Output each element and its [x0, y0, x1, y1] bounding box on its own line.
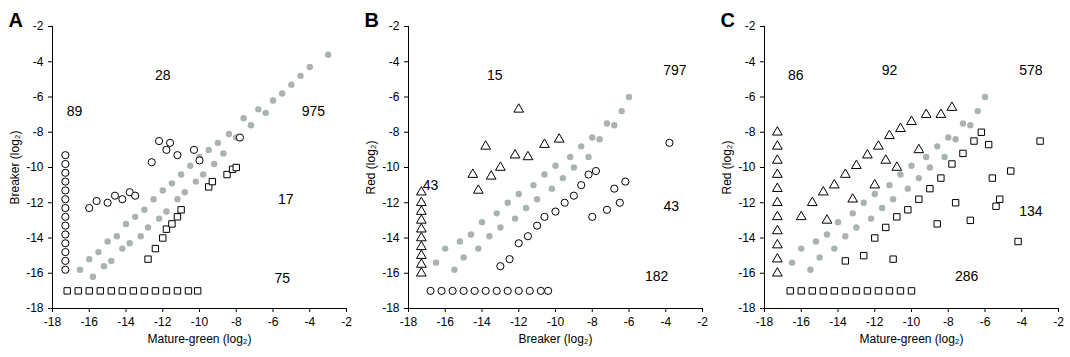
svg-text:-8: -8 — [587, 315, 598, 329]
svg-text:-14: -14 — [382, 231, 400, 245]
svg-text:17: 17 — [278, 191, 294, 207]
svg-text:15: 15 — [487, 67, 503, 83]
svg-text:-12: -12 — [154, 315, 172, 329]
svg-text:-2: -2 — [33, 19, 44, 33]
svg-text:-4: -4 — [33, 55, 44, 69]
svg-text:-16: -16 — [81, 315, 99, 329]
svg-text:-10: -10 — [547, 315, 565, 329]
svg-text:-16: -16 — [793, 315, 811, 329]
svg-text:-6: -6 — [268, 315, 279, 329]
svg-text:-16: -16 — [437, 315, 455, 329]
svg-text:-4: -4 — [660, 315, 671, 329]
svg-text:-16: -16 — [382, 266, 400, 280]
svg-text:92: 92 — [882, 62, 898, 78]
svg-text:-14: -14 — [473, 315, 491, 329]
svg-text:-14: -14 — [738, 231, 756, 245]
svg-text:43: 43 — [423, 177, 439, 193]
svg-text:-8: -8 — [745, 125, 756, 139]
svg-text:-12: -12 — [738, 196, 756, 210]
svg-text:-2: -2 — [1053, 315, 1064, 329]
svg-text:Red (log₂): Red (log₂) — [364, 140, 378, 194]
svg-text:-12: -12 — [866, 315, 884, 329]
svg-text:-2: -2 — [745, 19, 756, 33]
svg-text:-6: -6 — [624, 315, 635, 329]
svg-text:43: 43 — [663, 198, 679, 214]
svg-text:28: 28 — [155, 67, 171, 83]
svg-text:-18: -18 — [44, 315, 62, 329]
svg-text:-8: -8 — [231, 315, 242, 329]
svg-text:578: 578 — [1019, 62, 1043, 78]
svg-text:-16: -16 — [738, 266, 756, 280]
svg-text:C: C — [721, 9, 735, 31]
svg-text:-4: -4 — [304, 315, 315, 329]
svg-text:86: 86 — [788, 67, 804, 83]
svg-text:75: 75 — [274, 270, 290, 286]
svg-text:-6: -6 — [745, 90, 756, 104]
svg-text:-10: -10 — [903, 315, 921, 329]
svg-text:-8: -8 — [943, 315, 954, 329]
svg-text:-10: -10 — [382, 160, 400, 174]
svg-text:-12: -12 — [510, 315, 528, 329]
svg-text:B: B — [365, 9, 379, 31]
svg-text:-4: -4 — [389, 55, 400, 69]
svg-text:Mature-green (log₂): Mature-green (log₂) — [147, 332, 251, 346]
svg-text:-8: -8 — [389, 125, 400, 139]
svg-text:-16: -16 — [26, 266, 44, 280]
svg-text:-18: -18 — [26, 301, 44, 315]
svg-text:286: 286 — [955, 268, 979, 284]
svg-text:-6: -6 — [980, 315, 991, 329]
svg-text:89: 89 — [67, 103, 83, 119]
svg-text:Red (log₂): Red (log₂) — [720, 140, 734, 194]
svg-text:134: 134 — [1019, 203, 1043, 219]
svg-text:Breaker (log₂): Breaker (log₂) — [518, 332, 592, 346]
svg-text:Breaker (log₂): Breaker (log₂) — [8, 130, 22, 204]
svg-text:-12: -12 — [26, 196, 44, 210]
svg-text:-4: -4 — [1016, 315, 1027, 329]
svg-text:-6: -6 — [389, 90, 400, 104]
svg-text:-12: -12 — [382, 196, 400, 210]
svg-text:-10: -10 — [191, 315, 209, 329]
svg-text:-2: -2 — [389, 19, 400, 33]
svg-text:Mature-green (log₂): Mature-green (log₂) — [859, 332, 963, 346]
svg-text:-10: -10 — [26, 160, 44, 174]
svg-text:-10: -10 — [738, 160, 756, 174]
svg-text:797: 797 — [663, 62, 687, 78]
svg-text:-14: -14 — [829, 315, 847, 329]
svg-text:-14: -14 — [26, 231, 44, 245]
svg-text:-14: -14 — [117, 315, 135, 329]
svg-text:-8: -8 — [33, 125, 44, 139]
svg-text:975: 975 — [302, 103, 326, 119]
svg-text:-2: -2 — [697, 315, 708, 329]
svg-text:-18: -18 — [382, 301, 400, 315]
svg-text:-4: -4 — [745, 55, 756, 69]
svg-text:A: A — [9, 9, 23, 31]
svg-text:182: 182 — [645, 268, 669, 284]
svg-text:-6: -6 — [33, 90, 44, 104]
svg-text:-18: -18 — [738, 301, 756, 315]
svg-text:-2: -2 — [341, 315, 352, 329]
svg-text:-18: -18 — [400, 315, 418, 329]
svg-text:-18: -18 — [756, 315, 774, 329]
